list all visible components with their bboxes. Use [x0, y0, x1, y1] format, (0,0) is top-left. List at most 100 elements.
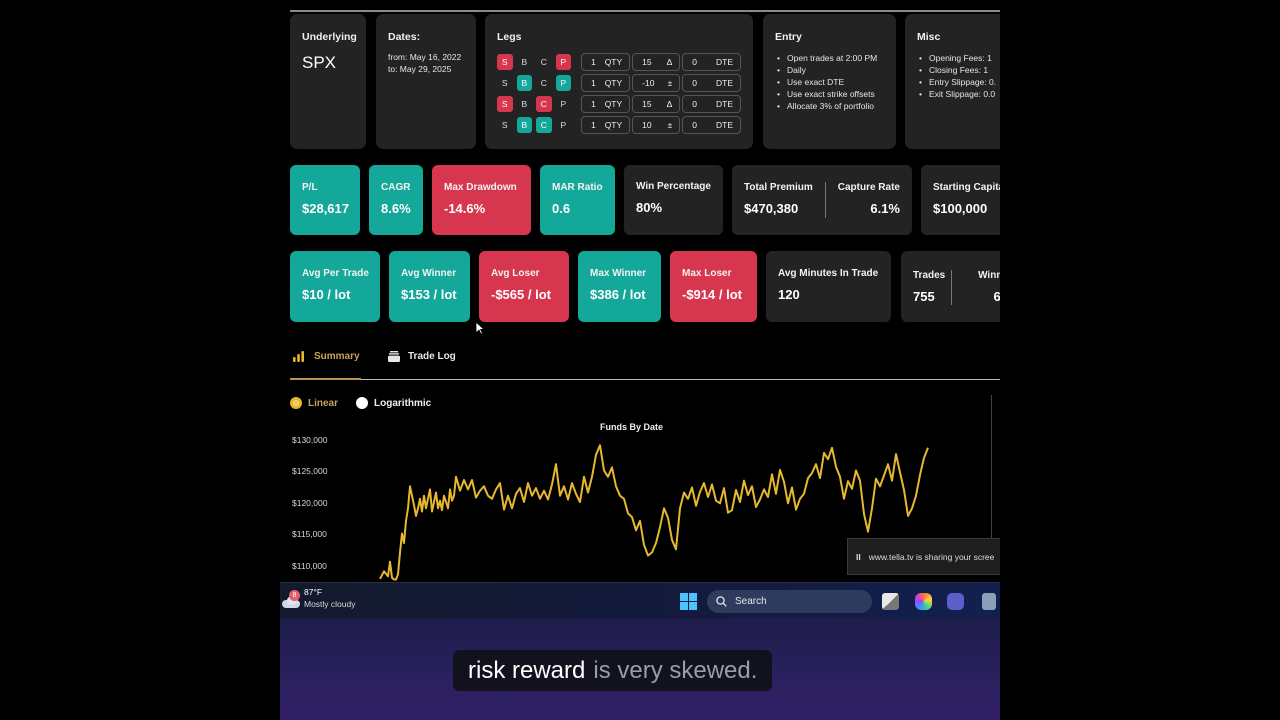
avg-loser-label: Avg Loser	[491, 268, 540, 279]
call-toggle[interactable]: C	[536, 116, 552, 133]
search-icon	[716, 596, 727, 607]
qty-value: 1	[591, 56, 596, 67]
qty-field[interactable]: 1 QTY	[581, 73, 631, 92]
max-winner-value: $386 / lot	[590, 287, 646, 302]
view-tabs: Summary Trade Log	[290, 345, 1000, 381]
strike-field[interactable]: 15 Δ	[632, 52, 681, 71]
starting-capital-tile: Starting Capita $100,000	[921, 165, 1000, 235]
scale-selector: Linear Logarithmic	[290, 397, 431, 409]
entry-item: Use exact strike offsets	[775, 88, 884, 100]
sell-toggle[interactable]: S	[501, 119, 508, 130]
strike-value: 15	[642, 98, 652, 109]
call-toggle[interactable]: C	[536, 95, 552, 112]
qty-field[interactable]: 1 QTY	[581, 94, 631, 113]
pl-label: P/L	[302, 182, 318, 193]
dte-unit: DTE	[716, 77, 733, 88]
plus-minus-icon: ±	[667, 119, 673, 130]
put-toggle[interactable]: P	[560, 119, 567, 130]
strike-field[interactable]: -10 ±	[632, 73, 681, 92]
qty-field[interactable]: 1 QTY	[581, 52, 631, 71]
chart-title: Funds By Date	[600, 422, 664, 432]
call-toggle[interactable]: C	[540, 77, 547, 88]
max-loser-label: Max Loser	[682, 268, 732, 279]
legs-label: Legs	[497, 31, 522, 43]
sell-toggle[interactable]: S	[501, 77, 508, 88]
put-toggle[interactable]: P	[560, 98, 567, 109]
max-winner-label: Max Winner	[590, 268, 647, 279]
dte-field[interactable]: 0 DTE	[682, 94, 741, 113]
winners-value: 60	[993, 289, 1000, 304]
tab-trade-log-label: Trade Log	[408, 351, 456, 362]
legs-card: Legs S B C P 1 QTY 15 Δ 0 DTE S B C P	[485, 14, 753, 149]
pause-icon[interactable]: II	[856, 551, 861, 562]
buy-toggle[interactable]: B	[516, 116, 533, 133]
cagr-tile: CAGR 8.6%	[369, 165, 423, 235]
dte-field[interactable]: 0 DTE	[682, 73, 741, 92]
entry-item: Use exact DTE	[775, 76, 884, 88]
avg-winner-label: Avg Winner	[401, 268, 457, 279]
y-tick: $130,000	[292, 435, 328, 445]
misc-card: Misc Opening Fees: 1 Closing Fees: 1 Ent…	[905, 14, 1000, 149]
dte-value: 0	[692, 77, 697, 88]
dte-value: 0	[692, 56, 697, 67]
delta-icon: Δ	[666, 56, 673, 67]
strike-value: -10	[642, 77, 655, 88]
mar-ratio-tile: MAR Ratio 0.6	[540, 165, 615, 235]
win-percentage-tile: Win Percentage 80%	[624, 165, 723, 235]
avg-minutes-value: 120	[778, 287, 800, 302]
capture-rate-label: Capture Rate	[837, 182, 900, 193]
date-to: to: May 29, 2025	[388, 64, 452, 74]
logarithmic-radio[interactable]: Logarithmic	[356, 397, 431, 409]
copilot-icon[interactable]	[915, 593, 932, 610]
put-toggle[interactable]: P	[555, 74, 572, 91]
taskbar-search[interactable]: Search	[707, 590, 872, 613]
funds-by-date-chart: Funds By Date $130,000 $125,000 $120,000…	[280, 395, 1000, 582]
call-toggle[interactable]: C	[540, 56, 547, 67]
sell-toggle[interactable]: S	[497, 95, 513, 112]
tab-summary[interactable]: Summary	[293, 351, 360, 362]
put-toggle[interactable]: P	[555, 53, 572, 70]
avg-per-trade-tile: Avg Per Trade $10 / lot	[290, 251, 380, 322]
linear-label: Linear	[308, 397, 339, 409]
dte-field[interactable]: 0 DTE	[682, 115, 741, 134]
y-tick: $125,000	[292, 466, 328, 476]
starting-capital-value: $100,000	[933, 201, 988, 216]
dte-field[interactable]: 0 DTE	[682, 52, 741, 71]
strike-value: 10	[642, 119, 652, 130]
windows-taskbar: 8 87°F Mostly cloudy Search	[280, 582, 1000, 618]
weather-widget[interactable]: 8 87°F Mostly cloudy	[280, 587, 356, 610]
trades-label: Trades	[913, 270, 946, 281]
max-winner-tile: Max Winner $386 / lot	[578, 251, 661, 322]
entry-label: Entry	[775, 31, 802, 43]
funds-line	[379, 444, 929, 581]
date-from: from: May 16, 2022	[388, 52, 462, 62]
buy-toggle[interactable]: B	[516, 74, 533, 91]
underlying-value: SPX	[302, 53, 337, 72]
y-tick: $110,000	[292, 561, 327, 571]
qty-value: 1	[591, 119, 596, 130]
qty-field[interactable]: 1 QTY	[581, 115, 631, 134]
misc-item: Entry Slippage: 0.	[917, 76, 1000, 88]
total-premium-value: $470,380	[744, 201, 799, 216]
calculator-icon[interactable]	[982, 593, 996, 610]
entry-item: Daily	[775, 64, 884, 76]
avg-winner-tile: Avg Winner $153 / lot	[389, 251, 470, 322]
leg-row: S B C P 1 QTY 15 Δ 0 DTE	[497, 51, 741, 72]
strike-field[interactable]: 15 Δ	[632, 94, 681, 113]
avg-loser-value: -$565 / lot	[491, 287, 551, 302]
mar-ratio-value: 0.6	[552, 201, 571, 216]
buy-toggle[interactable]: B	[521, 56, 528, 67]
task-view-icon[interactable]	[882, 593, 899, 610]
buy-toggle[interactable]: B	[521, 98, 528, 109]
strike-field[interactable]: 10 ±	[632, 115, 681, 134]
tab-trade-log[interactable]: Trade Log	[388, 351, 456, 362]
teams-icon[interactable]	[947, 593, 964, 610]
video-caption: risk reward is very skewed.	[453, 650, 773, 691]
linear-radio[interactable]: Linear	[290, 397, 338, 409]
windows-start-icon[interactable]	[680, 593, 697, 610]
logarithmic-label: Logarithmic	[374, 397, 432, 409]
share-text: www.tella.tv is sharing your scree	[868, 551, 995, 562]
sell-toggle[interactable]: S	[497, 53, 513, 70]
starting-capital-label: Starting Capita	[933, 182, 1000, 193]
pl-tile: P/L $28,617	[290, 165, 360, 235]
